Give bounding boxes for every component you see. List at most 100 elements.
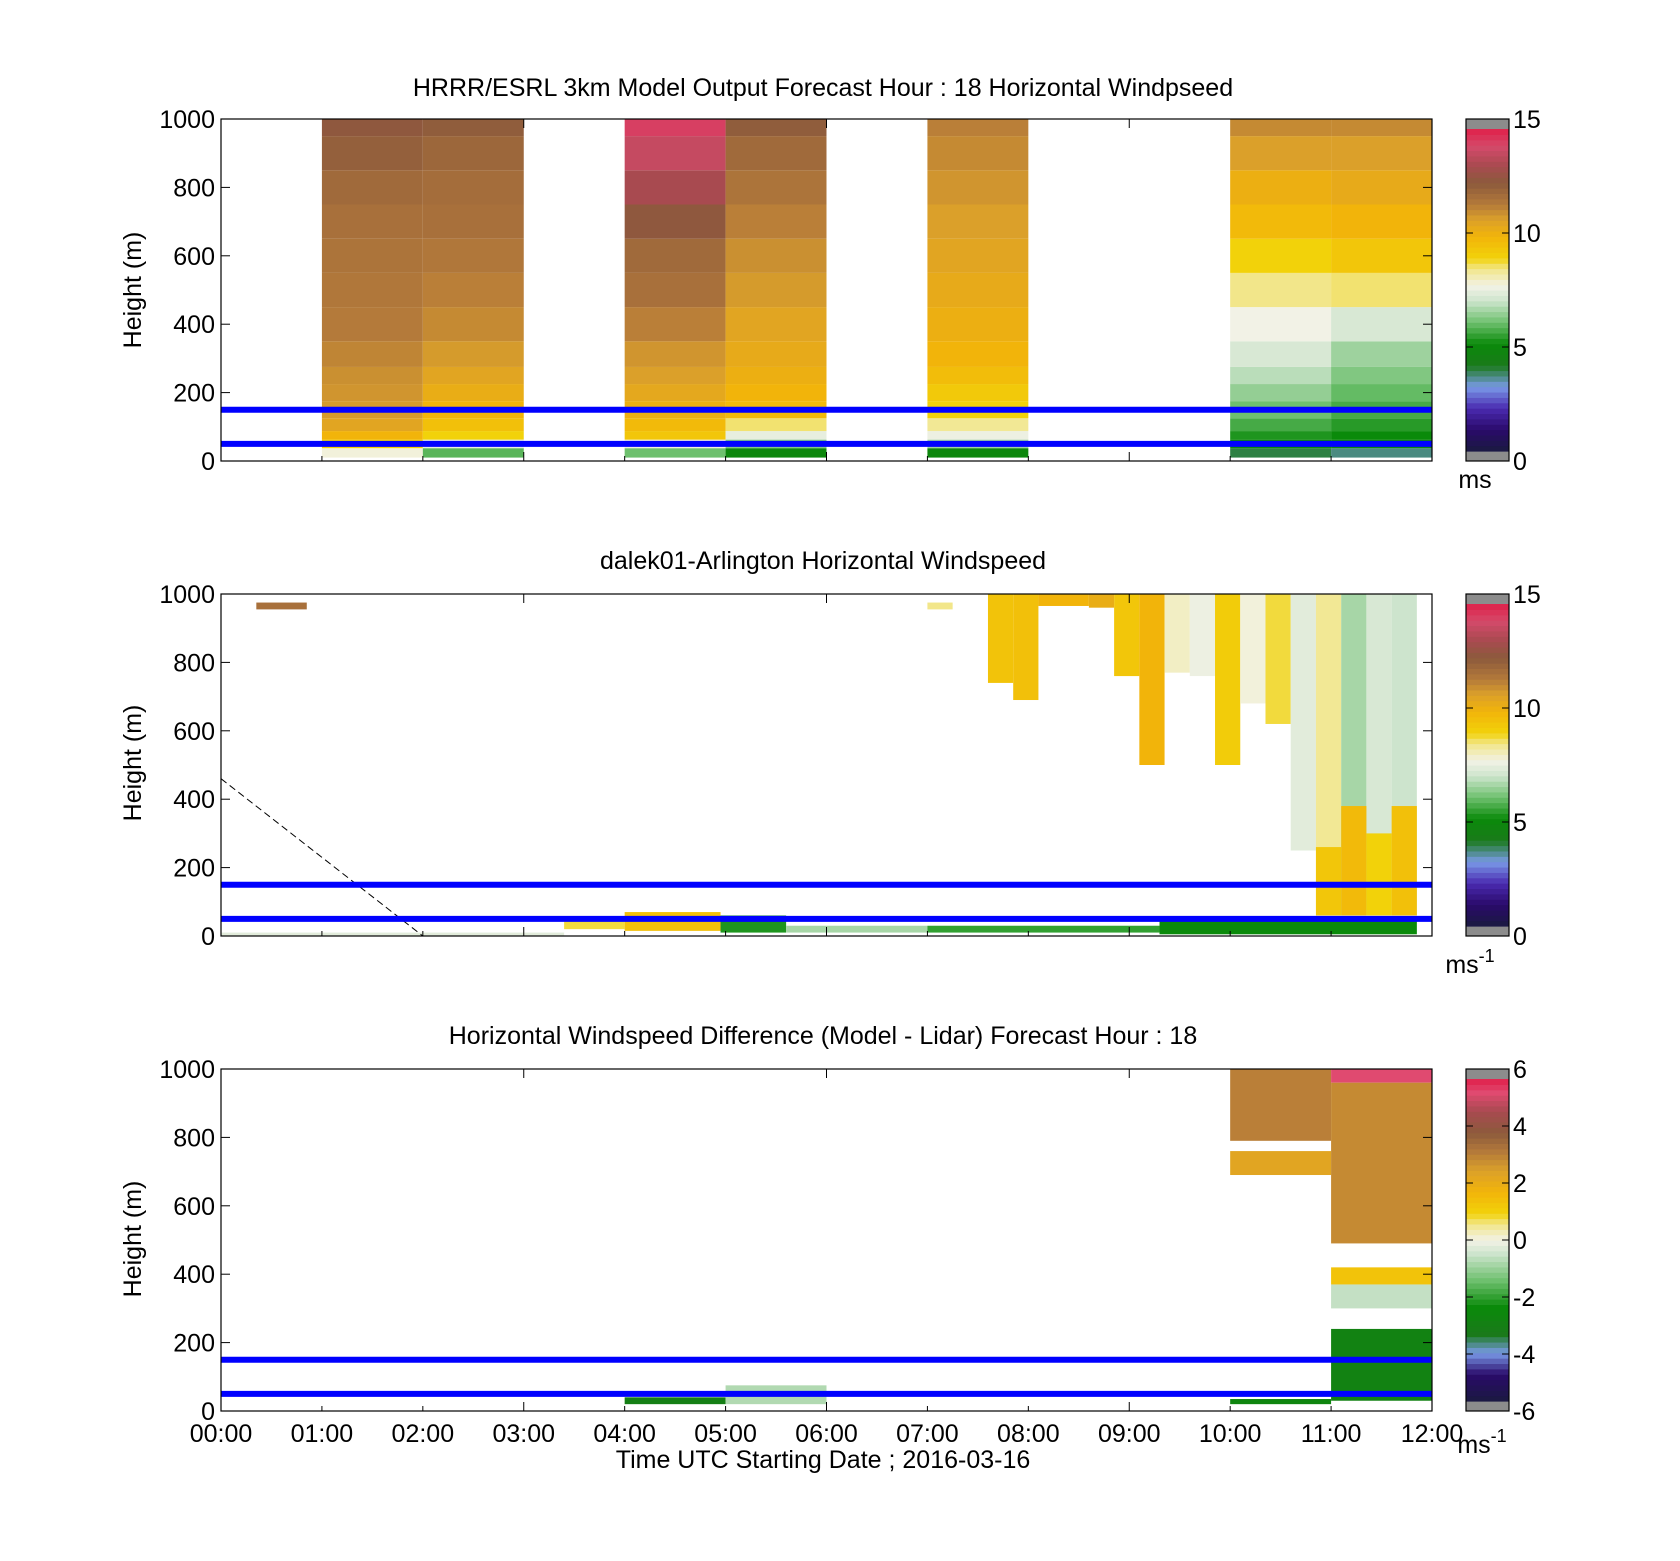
colorbar-cap [1466,451,1509,461]
colorbar-segment [1466,883,1509,890]
x-tick-label: 10:00 [1199,1420,1262,1448]
colorbar-segment [1466,754,1509,761]
heatmap-cell [321,272,423,308]
colorbar-segment [1466,349,1509,355]
heatmap-cell [321,170,423,205]
heatmap-cell [422,272,524,308]
colorbar-tick-label: 15 [1513,106,1541,134]
colorbar-segment [1466,802,1509,809]
colorbar-segment [1466,306,1509,313]
colorbar-segment [1466,1148,1509,1155]
colorbar-segment [1466,636,1509,643]
heatmap-cell [927,366,1029,385]
heatmap-cell [321,119,423,137]
colorbar-segment [1466,263,1509,270]
colorbar-tick-label: -2 [1513,1284,1535,1312]
heatmap-cell [1290,594,1316,851]
colorbar-segment [1466,1325,1509,1332]
colorbar-segment [1466,402,1509,409]
colorbar-segment [1466,209,1509,216]
colorbar-segment [1466,845,1509,852]
heatmap-cell [927,307,1029,342]
heatmap-cell [624,307,726,342]
colorbar-segment [1466,1368,1509,1375]
colorbar-segment [1466,1089,1509,1096]
heatmap-cell [624,272,726,308]
colorbar-segment [1466,182,1509,189]
colorbar-segment [1466,188,1509,194]
heatmap-cell [1159,918,1417,935]
colorbar-unit: ms-1 [1445,946,1494,979]
heatmap-cell [725,418,827,432]
heatmap-cell [725,431,827,440]
colorbar-segment [1466,408,1509,415]
y-axis-label: Height (m) [119,1181,147,1298]
heatmap-cell [1038,594,1089,606]
y-tick-label: 0 [201,923,215,951]
y-tick-label: 200 [173,380,215,408]
heatmap-cell [1164,594,1190,673]
colorbar-segment [1466,1095,1509,1102]
colorbar-segment [1466,1191,1509,1198]
heatmap-cell [1366,833,1392,916]
x-tick-label: 09:00 [1098,1420,1161,1448]
y-tick-labels: 0 200 400 600 800 1000 [159,106,215,476]
colorbar-segment [1466,732,1509,739]
heatmap-cell [927,418,1029,432]
colorbar-segment [1466,909,1509,916]
heatmap-cell [1331,1284,1432,1309]
colorbar-segment [1466,1250,1509,1257]
colorbar-segment [1466,684,1509,691]
colorbar-segment [1466,1293,1509,1300]
colorbar-segment [1466,150,1509,157]
reference-lines [221,1356,1432,1397]
colorbar-segment [1466,273,1509,280]
colorbar-segment [1466,689,1509,696]
colorbar-segment [1466,311,1509,318]
colorbar-segment [1466,1223,1509,1230]
colorbar-segment [1466,1309,1509,1316]
heatmap-cell [1331,1328,1432,1401]
colorbar-segment [1466,1374,1509,1381]
colorbar-segment [1466,759,1509,766]
colorbar-segment [1466,797,1509,804]
heatmap-cell [1230,1399,1332,1405]
colorbar-segment [1466,1266,1509,1273]
x-tick-label: 11:00 [1301,1420,1362,1448]
colorbar-segment [1466,1186,1509,1193]
heatmap-cell [1088,594,1115,608]
y-tick-label: 0 [201,448,215,476]
y-tick-label: 400 [173,1261,215,1289]
colorbar-segment [1466,418,1509,425]
colorbar-segment [1466,679,1509,686]
heatmap-cell [786,925,928,933]
colorbar-segment [1466,770,1509,777]
heatmap-cell [1230,366,1332,385]
heatmap-cell [927,431,1029,440]
heatmap-cell [422,119,524,137]
colorbar-segment [1466,888,1509,895]
heatmap-cell [725,170,827,205]
heatmap-cell [1230,448,1332,458]
heatmap-cell [422,204,524,239]
colorbar-segment [1466,781,1509,788]
colorbar-segment [1466,786,1509,793]
colorbar-segment [1466,413,1509,420]
heatmap-cell [624,366,726,385]
colorbar-segment [1466,290,1509,296]
x-tick-label: 00:00 [190,1420,253,1448]
colorbar-segment [1466,604,1509,610]
heatmap-cell [1331,384,1432,402]
colorbar-segment [1466,738,1509,745]
colorbar-segment [1466,343,1509,350]
heatmap-cell [1331,448,1432,458]
heatmap-cell [1315,847,1342,916]
colorbar-segment [1466,915,1509,922]
colorbar-segment [1466,920,1509,927]
heatmap-cell [422,238,524,273]
heatmap-cell [1230,384,1332,402]
heatmap-cell [422,307,524,342]
heatmap-cell [422,136,524,171]
heatmap-cell [321,384,423,402]
colorbar-segment [1466,284,1509,291]
